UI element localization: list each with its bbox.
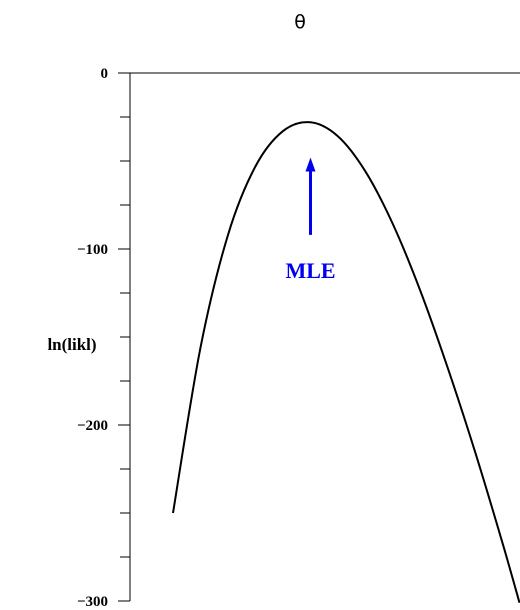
y-tick-label: 0 [101,66,109,82]
mle-arrowhead-icon [305,157,316,172]
y-tick-labels: 0 −100 −200 −300 [77,66,108,610]
chart-title: θ [294,11,306,33]
mle-label: MLE [285,258,335,283]
y-tick-label: −200 [77,418,108,434]
likelihood-curve [172,121,520,604]
y-tick-label: −300 [77,594,108,610]
y-axis-label: ln(likl) [47,335,96,354]
y-tick-label: −100 [77,242,108,258]
y-ticks [118,72,130,602]
